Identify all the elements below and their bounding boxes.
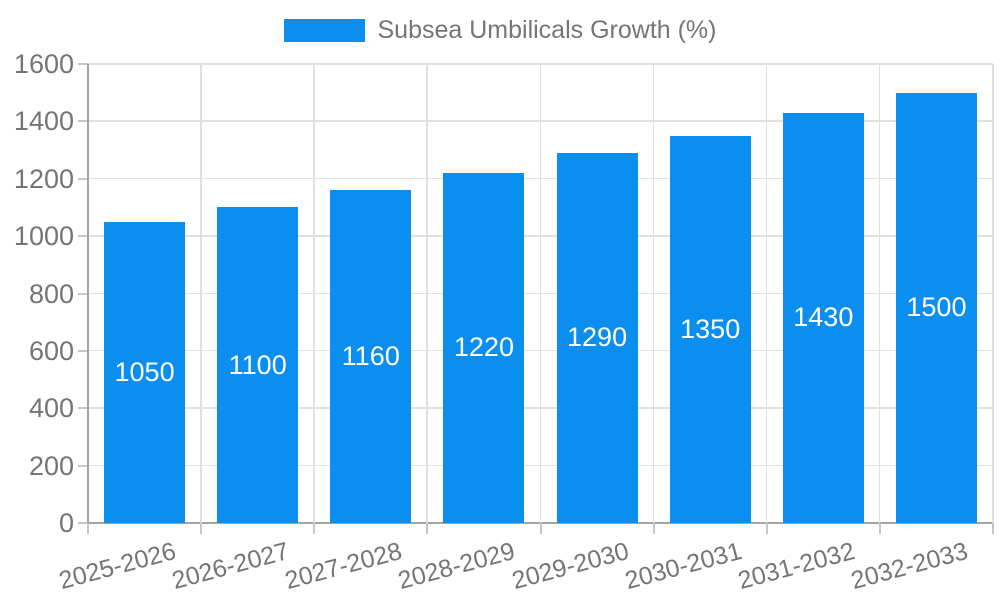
- gridline-horizontal: [88, 63, 993, 65]
- y-axis-tick-label: 200: [28, 450, 74, 481]
- bar[interactable]: 1290: [556, 152, 638, 523]
- gridline-vertical: [539, 64, 541, 523]
- bar[interactable]: 1350: [669, 135, 751, 523]
- x-axis-tick-label: 2032-2033: [847, 537, 971, 595]
- gridline-vertical: [765, 64, 768, 523]
- bar[interactable]: 1050: [104, 221, 186, 523]
- legend-label: Subsea Umbilicals Growth (%): [377, 16, 717, 44]
- legend-swatch: [283, 19, 365, 42]
- bar-value-label: 1100: [228, 349, 287, 380]
- x-axis-tick: [313, 523, 316, 534]
- y-axis-tick: [78, 235, 88, 238]
- y-axis-tick: [78, 464, 88, 467]
- y-axis-tick-label: 1200: [13, 163, 74, 194]
- x-axis-tick-label: 2028-2029: [395, 537, 519, 595]
- legend[interactable]: Subsea Umbilicals Growth (%): [0, 16, 1000, 45]
- y-axis-tick-label: 400: [28, 393, 74, 424]
- bar[interactable]: 1500: [895, 92, 977, 523]
- y-axis-tick: [78, 292, 88, 295]
- gridline-vertical: [313, 64, 315, 523]
- y-axis-line: [87, 64, 89, 523]
- y-axis-tick: [78, 120, 88, 123]
- bar-value-label: 1050: [114, 356, 175, 387]
- y-axis-tick-label: 0: [58, 508, 74, 538]
- y-axis-tick: [78, 407, 88, 410]
- bar-value-label: 1350: [680, 313, 741, 344]
- bar-value-label: 1160: [341, 341, 400, 372]
- x-axis-tick-label: 2029-2030: [508, 537, 632, 595]
- bar-value-label: 1430: [793, 302, 854, 333]
- x-axis-tick: [426, 523, 429, 534]
- x-axis-tick: [878, 523, 881, 534]
- y-axis-tick-label: 1400: [13, 106, 74, 137]
- x-axis-tick-label: 2027-2028: [282, 537, 406, 595]
- x-axis-tick: [992, 523, 994, 534]
- bar[interactable]: 1220: [443, 173, 525, 523]
- bar-value-label: 1500: [906, 292, 967, 323]
- y-axis-tick: [78, 63, 88, 65]
- x-axis-tick-label: 2025-2026: [56, 537, 179, 595]
- y-axis-tick: [78, 349, 88, 352]
- gridline-vertical: [652, 64, 655, 523]
- bar[interactable]: 1430: [782, 112, 864, 523]
- x-axis-tick: [765, 523, 768, 534]
- y-axis-tick-label: 600: [28, 335, 74, 366]
- bar[interactable]: 1100: [217, 207, 299, 523]
- gridline-vertical: [426, 64, 428, 523]
- gridline-vertical: [200, 64, 202, 523]
- y-axis-tick-label: 1000: [13, 221, 74, 252]
- x-axis-tick-label: 2026-2027: [169, 537, 292, 595]
- x-axis-tick: [539, 523, 542, 534]
- y-axis-tick-label: 800: [28, 278, 74, 309]
- bar[interactable]: 1160: [330, 190, 412, 523]
- x-axis-tick: [200, 523, 203, 534]
- x-axis-tick: [652, 523, 655, 534]
- bar-value-label: 1290: [567, 322, 628, 353]
- y-axis-tick: [78, 177, 88, 180]
- x-axis-tick-label: 2031-2032: [734, 537, 858, 595]
- bar-value-label: 1220: [453, 332, 514, 363]
- gridline-vertical: [992, 64, 994, 523]
- x-axis-tick-label: 2030-2031: [621, 537, 745, 595]
- x-axis-tick: [87, 523, 89, 534]
- y-axis-tick-label: 1600: [13, 49, 74, 79]
- y-axis-tick: [78, 522, 88, 524]
- gridline-vertical: [878, 64, 881, 523]
